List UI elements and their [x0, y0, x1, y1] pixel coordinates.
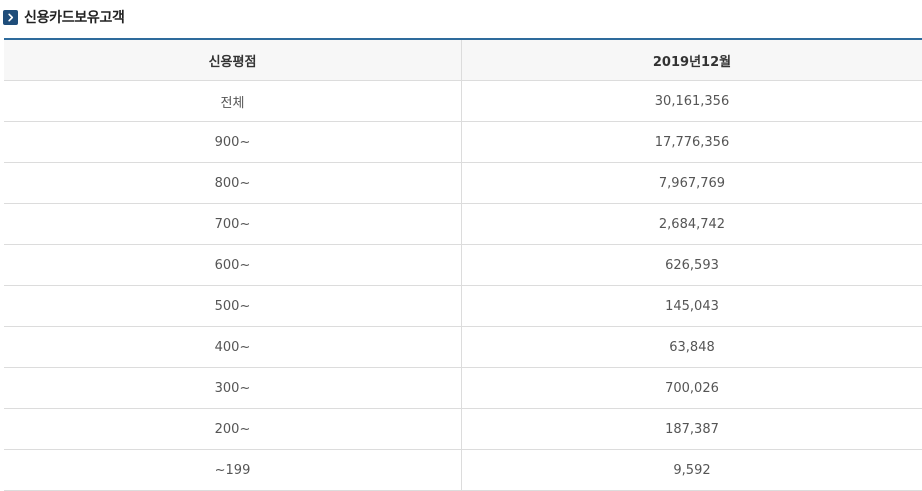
score-range-cell: 700~ — [4, 203, 462, 245]
table-row: 전체 30,161,356 — [4, 80, 922, 122]
section-title: 신용카드보유고객 — [24, 10, 125, 26]
customer-count-cell: 63,848 — [461, 326, 922, 368]
chevron-right-icon — [3, 9, 18, 25]
customer-count-cell: 145,043 — [461, 285, 922, 327]
table-header-row: 신용평점 2019년12월 — [4, 39, 922, 81]
table-row: 800~ 7,967,769 — [4, 162, 922, 204]
customer-count-cell: 2,684,742 — [461, 203, 922, 245]
table-row: 400~ 63,848 — [4, 326, 922, 368]
score-range-cell: 400~ — [4, 326, 462, 368]
table-row: 700~ 2,684,742 — [4, 203, 922, 245]
table-row: ~199 9,592 — [4, 449, 922, 491]
customer-count-cell: 700,026 — [461, 367, 922, 409]
customer-count-cell: 30,161,356 — [461, 80, 922, 122]
credit-score-table: 신용평점 2019년12월 전체 30,161,356 900~ 17,776,… — [4, 38, 922, 491]
score-range-cell: 900~ — [4, 121, 462, 163]
score-range-cell: 200~ — [4, 408, 462, 450]
table-row: 600~ 626,593 — [4, 244, 922, 286]
customer-count-cell: 7,967,769 — [461, 162, 922, 204]
score-range-cell: 800~ — [4, 162, 462, 204]
customer-count-cell: 187,387 — [461, 408, 922, 450]
score-range-cell: 600~ — [4, 244, 462, 286]
table-row: 300~ 700,026 — [4, 367, 922, 409]
score-range-cell: 전체 — [4, 80, 462, 122]
score-range-cell: 300~ — [4, 367, 462, 409]
customer-count-cell: 9,592 — [461, 449, 922, 491]
section-header: 신용카드보유고객 — [3, 7, 125, 27]
score-range-cell: 500~ — [4, 285, 462, 327]
table-row: 500~ 145,043 — [4, 285, 922, 327]
score-range-cell: ~199 — [4, 449, 462, 491]
table-row: 200~ 187,387 — [4, 408, 922, 450]
column-header-score: 신용평점 — [4, 39, 462, 81]
customer-count-cell: 17,776,356 — [461, 121, 922, 163]
column-header-period: 2019년12월 — [461, 39, 922, 81]
table-row: 900~ 17,776,356 — [4, 121, 922, 163]
customer-count-cell: 626,593 — [461, 244, 922, 286]
